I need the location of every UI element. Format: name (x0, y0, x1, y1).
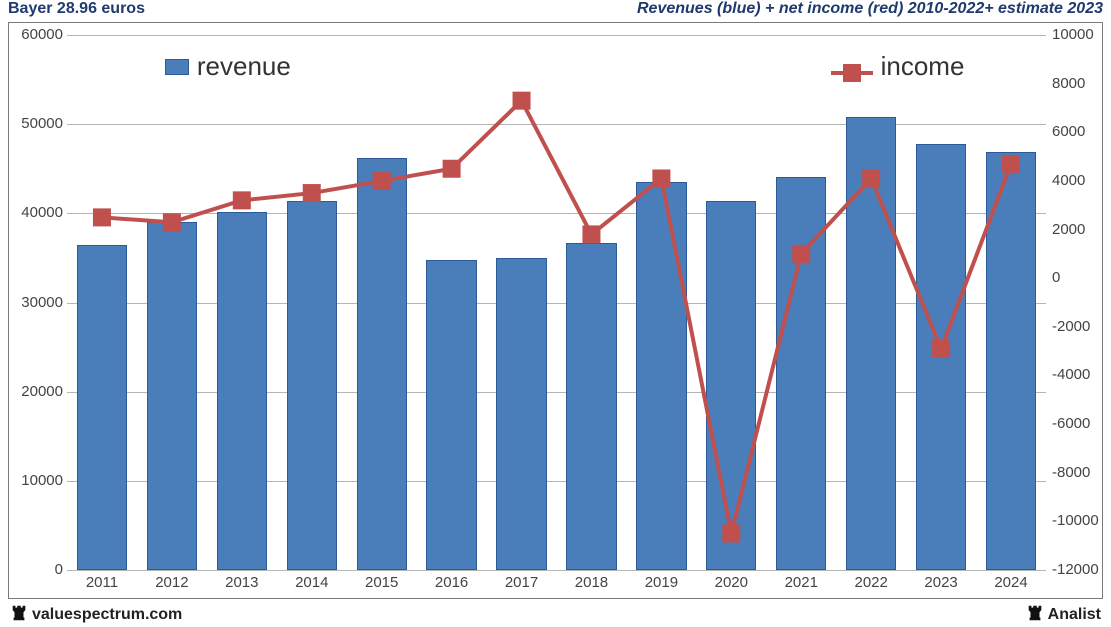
x-tick-label: 2014 (295, 574, 328, 591)
y-left-tick-label: 50000 (15, 115, 63, 132)
y-right-tick-label: -2000 (1052, 318, 1108, 335)
income-marker (93, 208, 111, 226)
chart-footer: valuespectrum.com Analist (0, 601, 1111, 627)
y-left-tick-label: 30000 (15, 294, 63, 311)
plot-area (67, 35, 1046, 570)
legend-label: income (881, 51, 965, 82)
income-line (102, 101, 1011, 534)
x-tick-label: 2016 (435, 574, 468, 591)
rook-icon (1026, 604, 1044, 622)
y-left-tick-label: 60000 (15, 26, 63, 43)
y-left-tick-label: 20000 (15, 383, 63, 400)
chart-header: Bayer 28.96 euros Revenues (blue) + net … (0, 0, 1111, 22)
x-tick-label: 2015 (365, 574, 398, 591)
y-right-tick-label: 2000 (1052, 221, 1108, 238)
x-tick-label: 2023 (924, 574, 957, 591)
income-marker (303, 184, 321, 202)
y-right-tick-label: -10000 (1052, 512, 1108, 529)
income-marker (862, 169, 880, 187)
y-left-tick-label: 10000 (15, 472, 63, 489)
y-right-tick-label: 6000 (1052, 123, 1108, 140)
y-left-tick-label: 0 (15, 561, 63, 578)
y-right-tick-label: -8000 (1052, 464, 1108, 481)
line-series (67, 35, 1046, 570)
legend-item: revenue (165, 51, 291, 82)
income-marker (233, 191, 251, 209)
rook-icon (10, 604, 28, 622)
gridline (67, 570, 1046, 571)
y-right-tick-label: 0 (1052, 269, 1108, 286)
y-left-tick-label: 40000 (15, 204, 63, 221)
y-right-tick-label: -4000 (1052, 366, 1108, 383)
legend-swatch (831, 58, 873, 76)
income-marker (932, 340, 950, 358)
ticker-title: Bayer 28.96 euros (8, 0, 145, 18)
income-marker (513, 92, 531, 110)
legend-item: income (831, 51, 965, 82)
source-left-text: valuespectrum.com (32, 606, 182, 623)
x-tick-label: 2018 (575, 574, 608, 591)
x-tick-label: 2013 (225, 574, 258, 591)
income-marker (722, 525, 740, 543)
x-tick-label: 2011 (86, 574, 118, 591)
chart-subtitle: Revenues (blue) + net income (red) 2010-… (637, 0, 1103, 18)
source-right: Analist (1026, 604, 1101, 624)
income-marker (652, 169, 670, 187)
income-marker (163, 213, 181, 231)
income-marker (792, 245, 810, 263)
y-right-tick-label: 8000 (1052, 75, 1108, 92)
chart-frame: 0100002000030000400005000060000-12000-10… (8, 22, 1103, 599)
source-left: valuespectrum.com (10, 604, 182, 624)
x-tick-label: 2012 (155, 574, 188, 591)
y-right-tick-label: 10000 (1052, 26, 1108, 43)
income-marker (582, 225, 600, 243)
y-right-tick-label: -6000 (1052, 415, 1108, 432)
y-right-tick-label: 4000 (1052, 172, 1108, 189)
x-tick-label: 2024 (994, 574, 1027, 591)
x-tick-label: 2021 (785, 574, 818, 591)
y-right-tick-label: -12000 (1052, 561, 1108, 578)
x-tick-label: 2022 (854, 574, 887, 591)
income-marker (443, 160, 461, 178)
income-marker (1002, 155, 1020, 173)
x-tick-label: 2019 (645, 574, 678, 591)
x-tick-label: 2017 (505, 574, 538, 591)
x-tick-label: 2020 (715, 574, 748, 591)
legend-swatch (165, 59, 189, 75)
source-right-text: Analist (1048, 606, 1101, 623)
legend-label: revenue (197, 51, 291, 82)
income-marker (373, 172, 391, 190)
